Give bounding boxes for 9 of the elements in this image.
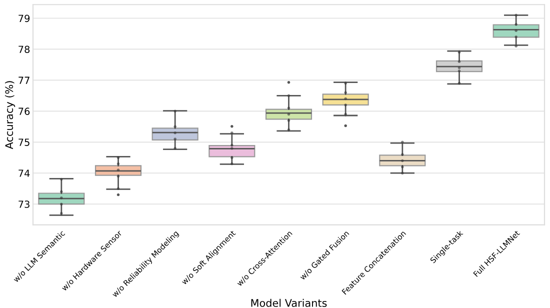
y-tick-label: 78 [18,46,30,54]
y-tick-label: 76 [18,108,30,115]
y-tick-label: 79 [18,14,30,22]
x-axis-title: Model Variants [251,298,327,307]
y-tick-label: 74 [18,170,30,177]
y-axis-title: Accuracy (%) [5,81,16,150]
y-tick-label: 73 [18,200,30,208]
y-tick-label: 77 [18,76,30,84]
y-tick-label: 75 [18,138,30,146]
